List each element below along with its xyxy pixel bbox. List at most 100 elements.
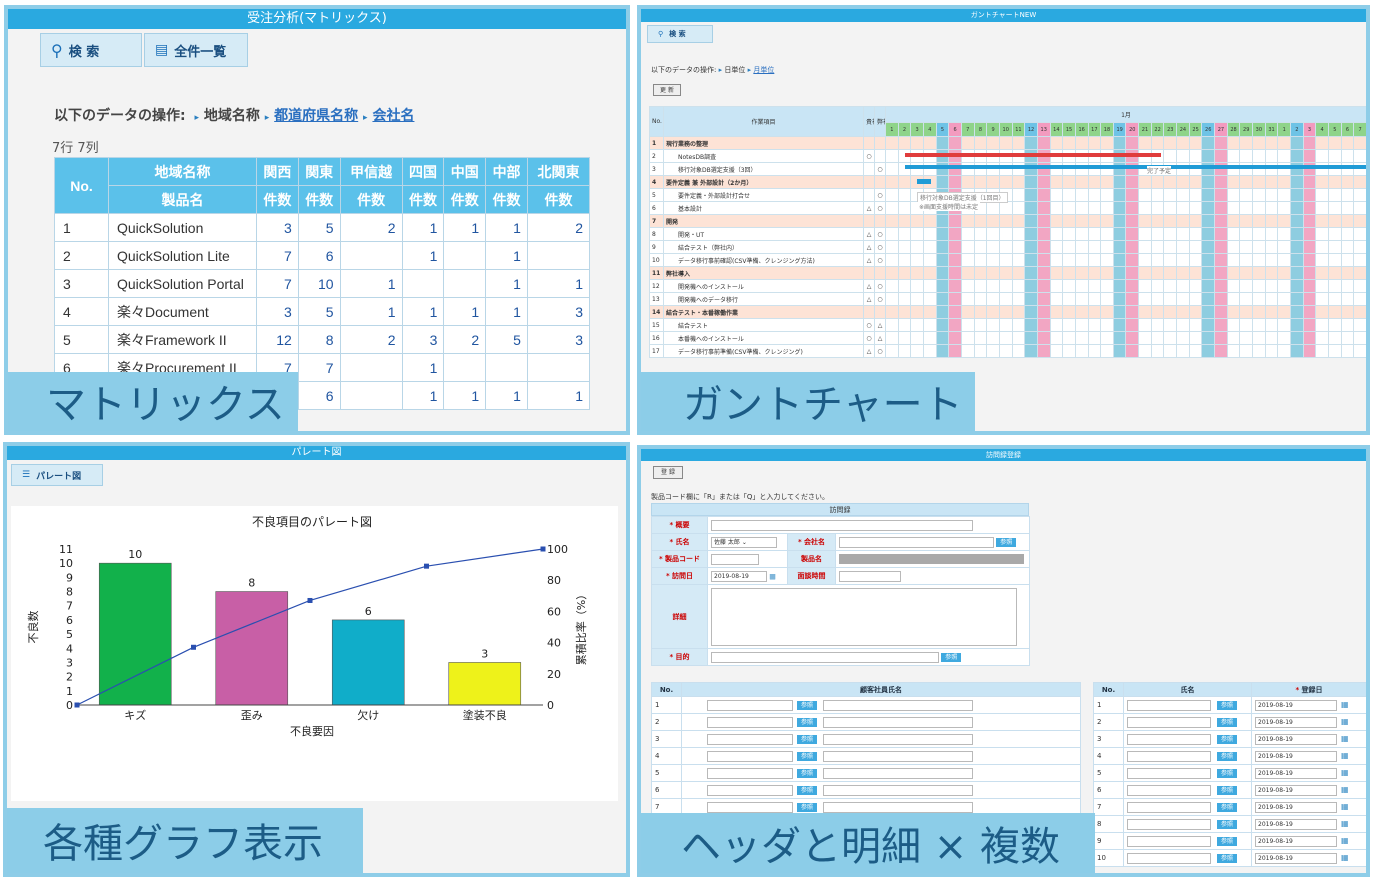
update-button[interactable]: 更 新: [653, 84, 681, 96]
summary-input[interactable]: [711, 519, 973, 531]
name-ref-button[interactable]: 参照: [1217, 717, 1238, 727]
breadcrumb-company[interactable]: 会社名: [372, 108, 415, 124]
registered-date[interactable]: 2019-08-19: [1255, 801, 1337, 813]
purpose-input[interactable]: [711, 651, 939, 663]
employee-input[interactable]: [707, 784, 793, 796]
name-ref-button[interactable]: 参照: [1217, 751, 1238, 761]
registered-date[interactable]: 2019-08-19: [1255, 716, 1337, 728]
register-button[interactable]: 登 録: [653, 466, 683, 479]
name-input[interactable]: [1127, 801, 1211, 813]
employee-ref-button[interactable]: 参照: [797, 768, 818, 778]
name-ref-button[interactable]: 参照: [1217, 734, 1238, 744]
name-ref-button[interactable]: 参照: [1217, 853, 1238, 863]
calendar-icon[interactable]: ▦: [1341, 785, 1349, 794]
gantt-cell: [922, 253, 937, 267]
gantt-cell: [1138, 344, 1152, 358]
name-input[interactable]: [1127, 767, 1211, 779]
purpose-ref-button[interactable]: 参照: [941, 652, 962, 662]
gantt-row: 5 要件定義・外部設計打合せ ○: [649, 188, 1366, 202]
calendar-icon[interactable]: ▦: [1341, 717, 1349, 726]
employee-input-2[interactable]: [823, 733, 974, 745]
pareto-tab[interactable]: ☰ パレート図: [11, 464, 103, 486]
calendar-icon[interactable]: ▦: [1341, 700, 1349, 709]
registered-date[interactable]: 2019-08-19: [1255, 784, 1337, 796]
calendar-icon[interactable]: ▦: [1341, 802, 1349, 811]
registered-date[interactable]: 2019-08-19: [1255, 818, 1337, 830]
gantt-cell: [1176, 175, 1190, 189]
employee-input-2[interactable]: [823, 716, 974, 728]
employee-ref-button[interactable]: 参照: [797, 717, 818, 727]
employee-input-2[interactable]: [823, 699, 974, 711]
employee-input[interactable]: [707, 767, 793, 779]
gantt-cell: [1036, 201, 1051, 215]
search-button[interactable]: ⚲ 検 索: [40, 33, 142, 67]
gantt-cell: [1112, 214, 1127, 228]
employee-input-2[interactable]: [823, 767, 974, 779]
gantt-search-button[interactable]: ⚲ 検 索: [647, 25, 713, 43]
name-input[interactable]: [1127, 716, 1211, 728]
gantt-cell: [1264, 266, 1279, 280]
name-ref-button[interactable]: 参照: [1217, 802, 1238, 812]
calendar-icon[interactable]: ▦: [769, 572, 776, 580]
gantt-row: 13 開発機へのデータ移行 △ ○: [649, 292, 1366, 306]
t2-header-name: 氏名: [1123, 682, 1252, 697]
gantt-cell: [1163, 253, 1178, 267]
gantt-cell: [1340, 240, 1355, 254]
code-input[interactable]: [711, 553, 759, 565]
detail-textarea[interactable]: [711, 587, 1017, 646]
breadcrumb-month[interactable]: 月単位: [753, 66, 775, 74]
employee-input[interactable]: [707, 750, 793, 762]
name-input[interactable]: [1127, 784, 1211, 796]
employee-input[interactable]: [707, 716, 793, 728]
employee-input-2[interactable]: [823, 750, 974, 762]
company-input[interactable]: [839, 536, 994, 548]
name-input[interactable]: [1127, 852, 1211, 864]
calendar-icon[interactable]: ▦: [1341, 751, 1349, 760]
date-input[interactable]: 2019-08-19: [711, 570, 767, 582]
registered-date[interactable]: 2019-08-19: [1255, 852, 1337, 864]
calendar-icon[interactable]: ▦: [1341, 853, 1349, 862]
employee-ref-button[interactable]: 参照: [797, 785, 818, 795]
employee-ref-button[interactable]: 参照: [797, 751, 818, 761]
employee-input[interactable]: [707, 699, 793, 711]
employee-input[interactable]: [707, 801, 793, 813]
gantt-cell: [1138, 175, 1152, 189]
name-input[interactable]: [1127, 733, 1211, 745]
name-ref-button[interactable]: 参照: [1217, 819, 1238, 829]
name-input[interactable]: [1127, 835, 1211, 847]
calendar-icon[interactable]: ▦: [1341, 819, 1349, 828]
employee-ref-button[interactable]: 参照: [797, 734, 818, 744]
employee-input-2[interactable]: [823, 801, 974, 813]
registered-date[interactable]: 2019-08-19: [1255, 699, 1337, 711]
name-select[interactable]: 佐藤 太郎 ⌄: [711, 536, 777, 548]
name-cell: 参照: [1123, 832, 1252, 850]
employee-input-2[interactable]: [823, 784, 974, 796]
name-ref-button[interactable]: 参照: [1217, 768, 1238, 778]
list-all-button[interactable]: ▤ 全件一覧: [144, 33, 248, 67]
name-input[interactable]: [1127, 818, 1211, 830]
registered-date[interactable]: 2019-08-19: [1255, 733, 1337, 745]
gantt-row-no: 14: [649, 305, 664, 319]
gantt-cell: [1150, 201, 1165, 215]
name-ref-button[interactable]: 参照: [1217, 836, 1238, 846]
employee-input[interactable]: [707, 733, 793, 745]
name-input[interactable]: [1127, 750, 1211, 762]
calendar-icon[interactable]: ▦: [1341, 768, 1349, 777]
gantt-day: 2: [897, 122, 912, 137]
name-ref-button[interactable]: 参照: [1217, 700, 1238, 710]
employee-ref-button[interactable]: 参照: [797, 802, 818, 812]
gantt-cell: [1087, 331, 1102, 345]
calendar-icon[interactable]: ▦: [1341, 836, 1349, 845]
company-ref-button[interactable]: 参照: [996, 537, 1017, 547]
registered-date[interactable]: 2019-08-19: [1255, 767, 1337, 779]
registered-date[interactable]: 2019-08-19: [1255, 835, 1337, 847]
registered-date[interactable]: 2019-08-19: [1255, 750, 1337, 762]
employee-ref-button[interactable]: 参照: [797, 700, 818, 710]
name-ref-button[interactable]: 参照: [1217, 785, 1238, 795]
gantt-cell: [1049, 240, 1064, 254]
y-tick-label: 10: [59, 557, 73, 570]
breadcrumb-prefecture[interactable]: 都道府県名称: [274, 108, 359, 124]
calendar-icon[interactable]: ▦: [1341, 734, 1349, 743]
time-input[interactable]: [839, 570, 901, 582]
name-input[interactable]: [1127, 699, 1211, 711]
